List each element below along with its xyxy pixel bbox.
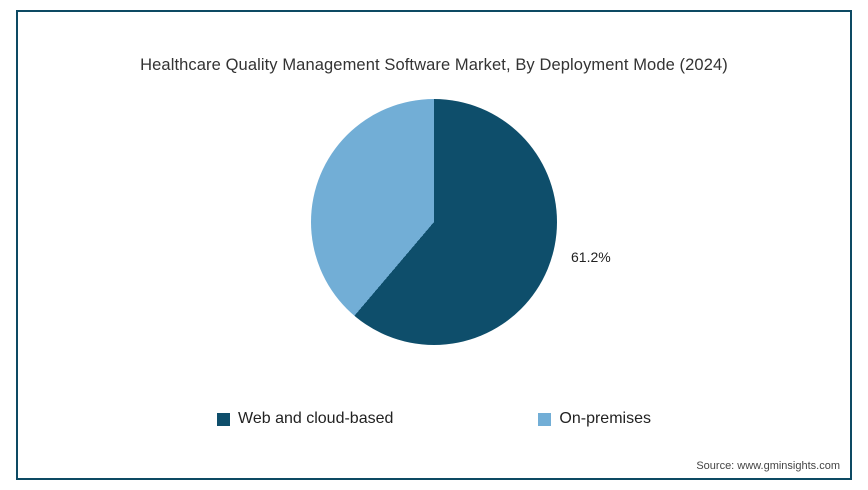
legend-swatch-light [538, 412, 552, 426]
chart-title: Healthcare Quality Management Software M… [140, 56, 728, 74]
chart-legend: Web and cloud-based On-premises [18, 410, 850, 428]
pie-area: 61.2% [311, 99, 611, 345]
pie-slice-data-label: 61.2% [571, 249, 611, 266]
source-attribution: Source: www.gminsights.com [696, 460, 840, 472]
pie-chart [311, 99, 557, 345]
legend-item-web-cloud: Web and cloud-based [217, 410, 393, 428]
legend-label-on-premises: On-premises [559, 410, 651, 427]
chart-frame: Healthcare Quality Management Software M… [16, 10, 852, 480]
legend-swatch-dark [217, 412, 231, 426]
legend-label-web-cloud: Web and cloud-based [238, 410, 394, 427]
legend-item-on-premises: On-premises [538, 410, 651, 428]
